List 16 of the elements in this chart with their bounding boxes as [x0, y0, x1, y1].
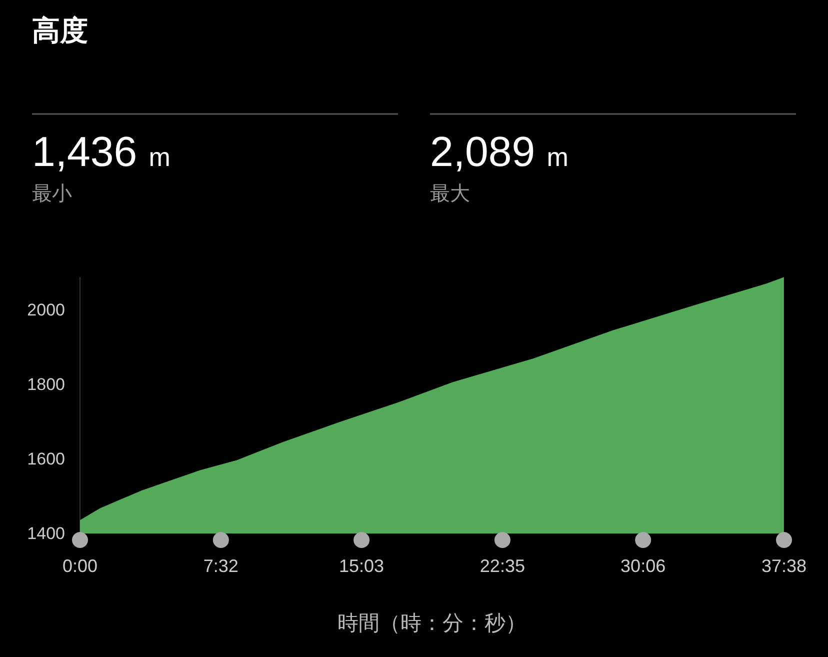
y-tick-label: 1600	[27, 450, 65, 469]
x-tick-label: 0:00	[62, 556, 98, 576]
text: 最小	[32, 183, 72, 205]
text: 最大	[430, 183, 470, 205]
x-axis-title: 時間（時：分：秒）	[338, 611, 526, 635]
y-tick-label: 1400	[27, 524, 65, 543]
y-tick-label: 1800	[27, 375, 65, 394]
text: 2,089 m	[430, 128, 568, 175]
x-tick-label: 37:38	[761, 556, 807, 576]
x-tick-label: 15:03	[339, 556, 384, 576]
chart-title: 高度	[32, 15, 88, 46]
y-tick-label: 2000	[27, 300, 65, 320]
x-tick-label: 30:06	[620, 556, 666, 576]
x-tick-label: 7:32	[203, 556, 238, 576]
x-tick-label: 22:35	[480, 556, 525, 576]
text: 1,436 m	[32, 128, 170, 175]
